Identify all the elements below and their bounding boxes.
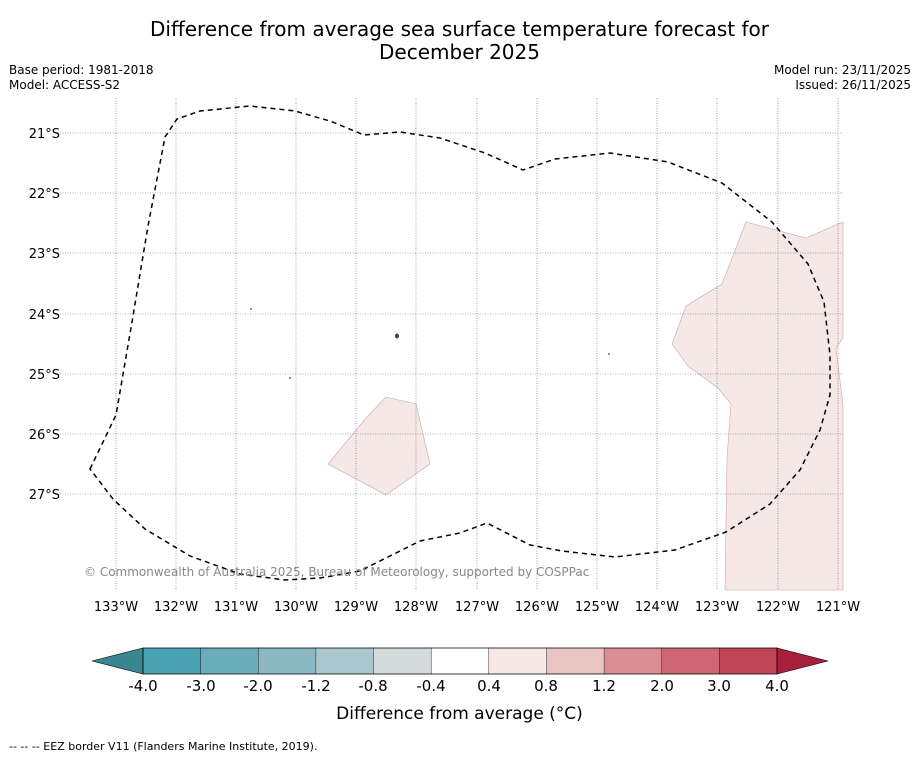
colorbar-tick: -4.0 — [128, 677, 157, 695]
colorbar-tick: 3.0 — [707, 677, 731, 695]
lon-label: 129°W — [334, 600, 378, 615]
lat-label: 24°S — [29, 308, 60, 323]
lat-label: 21°S — [29, 127, 60, 142]
lon-label: 121°W — [816, 600, 860, 615]
meta-right: Model run: 23/11/2025 Issued: 26/11/2025 — [774, 63, 911, 93]
colorbar-title: Difference from average (°C) — [336, 704, 583, 724]
lat-labels: 21°S 22°S 23°S 24°S 25°S 26°S 27°S — [29, 127, 60, 503]
lat-label: 26°S — [29, 428, 60, 443]
chart-title: Difference from average sea surface temp… — [0, 18, 919, 64]
colorbar-segment — [142, 647, 202, 675]
colorbar-tick: -0.4 — [416, 677, 445, 695]
anomaly-patches — [327, 221, 844, 591]
colorbar-outline — [142, 647, 778, 675]
title-line-2: December 2025 — [379, 40, 540, 64]
colorbar-segment — [430, 647, 490, 675]
colorbar-tick: 0.4 — [477, 677, 501, 695]
colorbar-segment — [661, 647, 721, 675]
colorbar-segment — [258, 647, 317, 675]
colorbar-tick: -3.0 — [186, 677, 215, 695]
colorbar-segment — [488, 647, 548, 675]
lat-label: 25°S — [29, 368, 60, 383]
colorbar-tick: -2.0 — [243, 677, 272, 695]
colorbar-ticks: -4.0 -3.0 -2.0 -1.2 -0.8 -0.4 0.4 0.8 1.… — [128, 677, 789, 695]
colorbar-tick: -0.8 — [358, 677, 387, 695]
colorbar-segment — [373, 647, 432, 675]
island-dot — [250, 308, 252, 310]
model-run: Model run: 23/11/2025 — [773, 63, 911, 77]
anomaly-patch-central — [327, 396, 431, 496]
copyright-notice: © Commonwealth of Australia 2025, Bureau… — [84, 565, 590, 579]
eez-border — [89, 105, 831, 581]
colorbar-extend-low — [91, 647, 144, 675]
lon-label: 123°W — [695, 600, 739, 615]
colorbar-segment — [603, 647, 663, 675]
lon-label: 132°W — [154, 600, 198, 615]
colorbar: -4.0 -3.0 -2.0 -1.2 -0.8 -0.4 0.4 0.8 1.… — [91, 647, 829, 695]
colorbar-tick: -1.2 — [301, 677, 330, 695]
lat-label: 22°S — [29, 187, 60, 202]
lon-label: 124°W — [635, 600, 679, 615]
colorbar-tick: 0.8 — [534, 677, 558, 695]
lon-label: 126°W — [515, 600, 559, 615]
title-line-1: Difference from average sea surface temp… — [149, 17, 769, 41]
colorbar-segment — [315, 647, 375, 675]
model-name: Model: ACCESS-S2 — [9, 78, 121, 92]
colorbar-segment — [546, 647, 605, 675]
meta-left: Base period: 1981-2018 Model: ACCESS-S2 — [9, 63, 154, 93]
lon-label: 133°W — [94, 600, 138, 615]
graticule — [55, 98, 843, 590]
issued-date: Issued: 26/11/2025 — [795, 78, 911, 92]
lon-label: 128°W — [394, 600, 438, 615]
map-svg: 21°S 22°S 23°S 24°S 25°S 26°S 27°S 133°W… — [29, 98, 860, 615]
colorbar-tick: 4.0 — [765, 677, 789, 695]
eez-legend: -- -- -- EEZ border V11 (Flanders Marine… — [9, 740, 318, 753]
island-dot — [395, 333, 399, 339]
anomaly-patch-east — [671, 221, 844, 591]
lon-label: 125°W — [575, 600, 619, 615]
lat-label: 27°S — [29, 488, 60, 503]
lon-label: 127°W — [455, 600, 499, 615]
base-period: Base period: 1981-2018 — [9, 63, 154, 77]
lat-label: 23°S — [29, 247, 60, 262]
colorbar-segment — [719, 647, 778, 675]
colorbar-tick: 1.2 — [592, 677, 616, 695]
colorbar-segment — [200, 647, 259, 675]
colorbar-segments — [142, 647, 778, 675]
lon-label: 122°W — [756, 600, 800, 615]
colorbar-extend-high — [776, 647, 829, 675]
lon-labels: 133°W 132°W 131°W 130°W 129°W 128°W 127°… — [94, 600, 860, 615]
island-dot — [608, 353, 610, 355]
island-dot — [289, 377, 291, 379]
colorbar-tick: 2.0 — [650, 677, 674, 695]
lon-label: 130°W — [274, 600, 318, 615]
lon-label: 131°W — [214, 600, 258, 615]
islands — [250, 308, 610, 379]
